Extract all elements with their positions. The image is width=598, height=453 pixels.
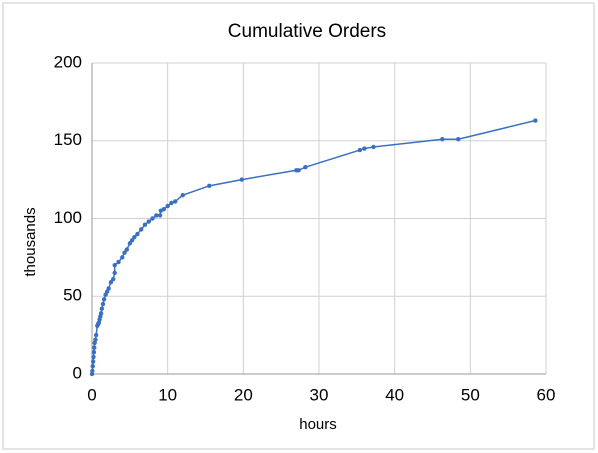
data-point xyxy=(93,332,99,338)
data-point xyxy=(99,306,105,311)
data-point xyxy=(110,276,116,282)
data-point xyxy=(112,262,117,268)
data-point xyxy=(146,219,151,224)
data-point xyxy=(180,192,185,198)
data-point xyxy=(207,183,212,189)
data-point xyxy=(357,147,363,153)
data-point xyxy=(90,368,95,374)
x-tick-label: 0 xyxy=(87,385,96,404)
data-point xyxy=(138,227,144,232)
y-tick-label: 150 xyxy=(54,130,82,149)
data-point xyxy=(165,203,170,209)
data-point xyxy=(112,270,117,276)
data-point xyxy=(127,241,133,246)
data-point xyxy=(303,164,308,170)
data-point xyxy=(157,213,163,218)
data-point xyxy=(108,280,114,285)
data-point xyxy=(100,301,106,307)
data-point xyxy=(371,144,376,150)
data-point xyxy=(101,297,107,302)
data-point xyxy=(239,177,245,182)
data-point xyxy=(456,136,461,142)
data-point xyxy=(142,222,148,227)
y-axis-label: thousands xyxy=(22,207,39,276)
data-point xyxy=(135,231,140,237)
x-tick-label: 50 xyxy=(461,385,480,404)
data-point xyxy=(90,364,95,369)
y-tick-label: 100 xyxy=(54,208,82,227)
data-point xyxy=(120,255,125,260)
data-point xyxy=(124,247,130,252)
x-tick-label: 40 xyxy=(385,385,404,404)
data-point xyxy=(296,168,301,173)
data-point xyxy=(98,311,104,316)
data-point xyxy=(129,238,135,243)
data-point xyxy=(106,286,111,291)
data-point xyxy=(150,216,155,221)
data-point xyxy=(92,345,97,350)
y-tick-label: 0 xyxy=(73,363,82,382)
data-point xyxy=(173,199,178,204)
data-point xyxy=(91,350,97,355)
data-point xyxy=(154,213,159,218)
data-point xyxy=(122,250,127,255)
data-point xyxy=(91,354,96,360)
y-tick-label: 50 xyxy=(63,286,82,305)
data-point xyxy=(161,206,167,212)
x-axis-label: hours xyxy=(299,416,337,433)
data-point xyxy=(116,259,121,265)
data-point xyxy=(93,337,98,342)
data-point xyxy=(132,234,137,240)
x-tick-label: 30 xyxy=(310,385,329,404)
y-tick-label: 200 xyxy=(54,52,82,71)
x-tick-label: 20 xyxy=(234,385,253,404)
x-tick-label: 10 xyxy=(158,385,177,404)
data-point xyxy=(533,118,538,123)
x-tick-label: 60 xyxy=(537,385,556,404)
data-point xyxy=(90,359,96,364)
data-point xyxy=(362,146,367,151)
data-point xyxy=(169,200,174,206)
chart-title: Cumulative Orders xyxy=(228,21,386,42)
data-point xyxy=(440,136,445,142)
